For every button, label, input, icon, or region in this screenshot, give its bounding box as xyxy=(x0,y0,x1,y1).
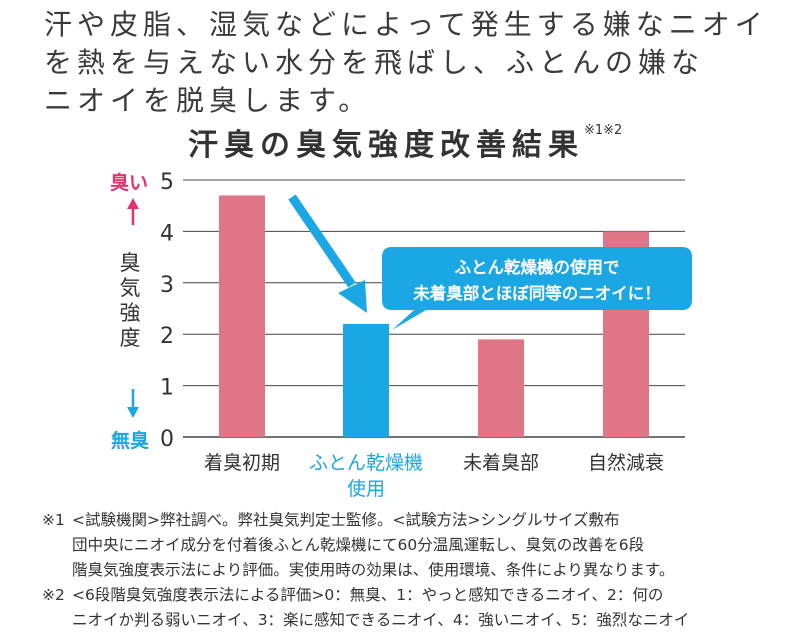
bar xyxy=(478,339,524,437)
y-tick-label: 0 xyxy=(160,427,174,452)
bar xyxy=(343,323,389,437)
y-axis-label-char: 度 xyxy=(120,326,141,350)
y-bottom-label: 無臭 xyxy=(111,429,149,452)
y-axis-label-char: 臭 xyxy=(120,251,141,275)
x-tick-label: ふとん乾燥機 xyxy=(309,452,423,474)
intro-line: ニオイを脱臭します。 xyxy=(44,84,372,117)
y-tick-label: 2 xyxy=(160,324,174,349)
chart-title-text: 汗臭の臭気強度改善結果 xyxy=(188,128,584,163)
footnote-mark: ※2 xyxy=(42,586,65,604)
footnote-line: ニオイか判る弱いニオイ、3：楽に感知できるニオイ、4：強いニオイ、5：強烈なニオ… xyxy=(72,611,690,629)
bar xyxy=(219,195,265,437)
chart-title-note: ※1※2 xyxy=(584,123,623,138)
x-tick-label: 未着臭部 xyxy=(463,452,539,474)
up-arrow-head-icon xyxy=(127,198,139,209)
footnotes: ※1 <試験機関>弊社調べ。弊社臭気判定士監修。<試験方法>シングルサイズ敷布 … xyxy=(42,508,782,633)
footnote-line: 団中央にニオイ成分を付着後ふとん乾燥機にて60分温風運転し、臭気の改善を6段 xyxy=(72,536,645,554)
y-tick-label: 5 xyxy=(160,170,174,195)
intro-line: 汗や皮脂、湿気などによって発生する嫌なニオイ xyxy=(44,8,768,41)
footnote-1: ※1 <試験機関>弊社調べ。弊社臭気判定士監修。<試験方法>シングルサイズ敷布 … xyxy=(42,508,782,583)
footnote-mark: ※1 xyxy=(42,511,65,529)
callout-arrow-head-icon xyxy=(338,280,367,313)
y-top-label: 臭い xyxy=(110,171,148,194)
y-tick-label: 1 xyxy=(160,376,174,401)
intro-line: を熱を与えない水分を飛ばし、ふとんの嫌な xyxy=(44,46,705,79)
chart-title: 汗臭の臭気強度改善結果※1※2 xyxy=(188,120,622,164)
footnote-line: <試験機関>弊社調べ。弊社臭気判定士監修。<試験方法>シングルサイズ敷布 xyxy=(72,511,620,529)
callout-text-line: 未着臭部とほぼ同等のニオイに！ xyxy=(413,283,661,303)
footnote-2: ※2 <6段階臭気強度表示法による評価>0：無臭、1：やっと感知できるニオイ、2… xyxy=(42,583,782,633)
y-tick-label: 3 xyxy=(160,273,174,298)
intro-text: 汗や皮脂、湿気などによって発生する嫌なニオイ を熱を与えない水分を飛ばし、ふとん… xyxy=(44,6,784,120)
callout-text-line: ふとん乾燥機の使用で xyxy=(455,257,620,277)
callout-bubble xyxy=(382,247,692,330)
down-arrow-head-icon xyxy=(127,407,139,418)
x-tick-label: 着臭初期 xyxy=(204,452,280,474)
footnote-line: 階臭気強度表示法により評価。実使用時の効果は、使用環境、条件により異なります。 xyxy=(72,561,675,579)
x-tick-label: 自然減衰 xyxy=(588,452,664,474)
callout-arrow-icon xyxy=(288,194,356,288)
footnote-line: <6段階臭気強度表示法による評価>0：無臭、1：やっと感知できるニオイ、2：何の xyxy=(72,586,664,604)
y-axis-label-char: 気 xyxy=(120,276,141,300)
x-tick-label: 使用 xyxy=(347,478,385,500)
y-axis-label-char: 強 xyxy=(120,301,141,325)
y-tick-label: 4 xyxy=(160,221,174,246)
